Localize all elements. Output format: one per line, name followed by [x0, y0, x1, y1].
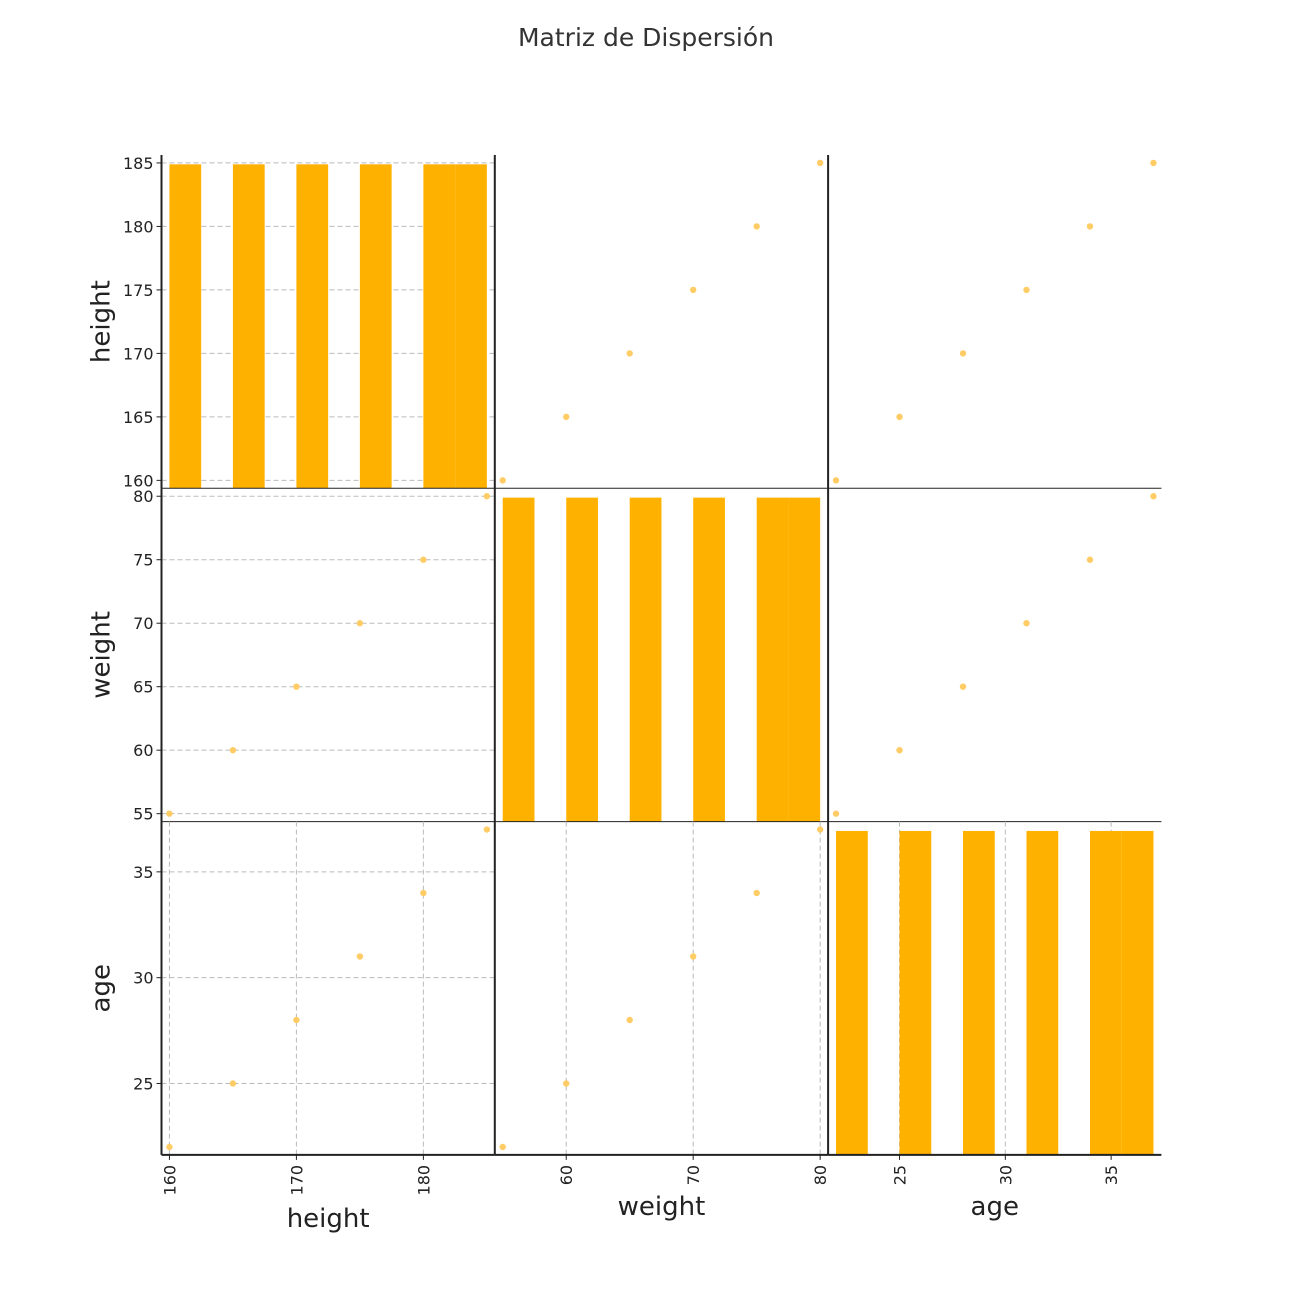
- point-height-vs-weight-1: [563, 413, 570, 421]
- cell-height-vs-weight: [493, 155, 829, 489]
- point-weight-vs-age-0: [832, 810, 840, 817]
- cell-height-vs-height: [160, 155, 495, 489]
- point-height-vs-weight-5: [816, 159, 824, 167]
- y-tick-label-height: 180: [123, 217, 154, 236]
- y-tick-label-height: 160: [123, 471, 154, 490]
- point-height-vs-age-5: [1150, 159, 1157, 167]
- x-tick-label-height: 180: [414, 1165, 433, 1196]
- x-tick-label-age: 30: [996, 1165, 1015, 1185]
- point-age-vs-weight-0: [499, 1143, 506, 1151]
- x-tick-label-height: 160: [160, 1165, 179, 1196]
- x-tick-label-weight: 60: [557, 1165, 576, 1185]
- y-tick-label-age: 25: [133, 1074, 153, 1093]
- hist-bar-weight-9: [788, 497, 821, 822]
- x-tick-label-age: 25: [891, 1165, 910, 1185]
- point-age-vs-height-0: [166, 1143, 173, 1151]
- hist-bar-height-0: [169, 164, 202, 489]
- axes-labels: 160 165 170 175 180 185 height 55 60 65 70 75 80 weig…: [87, 154, 1122, 1234]
- y-tick-label-height: 175: [123, 281, 154, 300]
- point-age-vs-height-4: [420, 889, 427, 897]
- hist-bar-age-9: [1121, 830, 1154, 1155]
- point-weight-vs-age-5: [1150, 493, 1157, 500]
- hist-bar-height-9: [455, 164, 487, 489]
- point-weight-vs-height-0: [166, 810, 173, 817]
- cell-age-vs-weight: [493, 821, 829, 1156]
- y-tick-label-height: 185: [123, 154, 154, 173]
- cell-weight-vs-age: [827, 488, 1162, 823]
- hist-bar-weight-2: [566, 497, 598, 822]
- point-height-vs-weight-0: [499, 477, 506, 484]
- hist-bar-weight-8: [756, 497, 789, 822]
- y-tick-label-weight: 70: [133, 614, 153, 633]
- x-axis-label-age: age: [971, 1192, 1019, 1222]
- point-weight-vs-height-2: [293, 683, 300, 690]
- point-age-vs-height-3: [356, 953, 364, 960]
- hist-bar-age-0: [836, 830, 868, 1155]
- point-height-vs-weight-2: [626, 350, 633, 357]
- chart-title: Matriz de Dispersión: [518, 23, 774, 52]
- point-age-vs-height-5: [483, 826, 491, 833]
- hist-bar-height-6: [359, 164, 392, 489]
- x-axis-label-weight: weight: [618, 1192, 706, 1222]
- hist-bar-weight-6: [693, 497, 725, 822]
- point-weight-vs-age-2: [959, 683, 967, 690]
- hist-bar-age-6: [1026, 830, 1059, 1155]
- point-weight-vs-height-1: [229, 746, 237, 754]
- point-age-vs-height-2: [293, 1016, 300, 1024]
- point-height-vs-weight-3: [689, 286, 697, 294]
- x-tick-label-age: 35: [1102, 1165, 1121, 1185]
- hist-bar-age-8: [1089, 830, 1122, 1155]
- y-tick-label-weight: 60: [133, 741, 153, 760]
- matrix-cells: [160, 155, 1162, 1156]
- y-axis-label-height: height: [87, 280, 117, 363]
- point-weight-vs-height-4: [420, 556, 427, 563]
- y-tick-label-height: 165: [123, 408, 154, 427]
- point-age-vs-weight-5: [816, 826, 824, 833]
- point-height-vs-weight-4: [753, 223, 760, 230]
- hist-bar-height-2: [232, 164, 265, 489]
- x-tick-label-weight: 70: [684, 1165, 703, 1185]
- point-age-vs-height-1: [229, 1080, 237, 1087]
- y-tick-label-age: 30: [133, 969, 153, 988]
- point-weight-vs-age-3: [1023, 620, 1030, 627]
- y-tick-label-weight: 65: [133, 678, 153, 697]
- hist-bar-age-2: [899, 830, 932, 1155]
- hist-bar-weight-4: [629, 497, 662, 822]
- y-tick-label-age: 35: [133, 863, 153, 882]
- y-tick-label-height: 170: [123, 344, 154, 363]
- cell-age-vs-height: [160, 821, 495, 1156]
- hist-bar-age-4: [963, 830, 995, 1155]
- hist-bar-height-4: [296, 164, 329, 489]
- x-tick-label-weight: 80: [811, 1165, 830, 1185]
- cell-weight-vs-height: [160, 488, 495, 823]
- point-weight-vs-age-1: [896, 746, 903, 754]
- point-weight-vs-age-4: [1086, 556, 1094, 563]
- point-weight-vs-height-3: [356, 620, 364, 627]
- hist-bar-weight-0: [502, 497, 535, 822]
- point-age-vs-weight-2: [626, 1016, 633, 1024]
- hist-bar-height-8: [423, 164, 456, 489]
- point-age-vs-weight-3: [689, 953, 697, 960]
- point-height-vs-age-3: [1023, 286, 1030, 294]
- x-tick-label-height: 170: [287, 1165, 306, 1196]
- point-height-vs-age-4: [1086, 223, 1094, 230]
- point-age-vs-weight-4: [753, 889, 760, 897]
- cell-age-vs-age: [827, 821, 1162, 1156]
- y-tick-label-weight: 80: [133, 487, 153, 506]
- point-weight-vs-height-5: [483, 493, 491, 500]
- point-height-vs-age-0: [832, 477, 840, 484]
- cell-weight-vs-weight: [493, 488, 829, 823]
- y-tick-label-weight: 55: [133, 805, 153, 824]
- point-age-vs-weight-1: [563, 1080, 570, 1087]
- y-axis-label-weight: weight: [87, 611, 117, 699]
- point-height-vs-age-1: [896, 413, 903, 421]
- x-axis-label-height: height: [287, 1204, 370, 1234]
- point-height-vs-age-2: [959, 350, 967, 357]
- y-tick-label-weight: 75: [133, 551, 153, 570]
- cell-height-vs-age: [827, 155, 1162, 489]
- y-axis-label-age: age: [87, 964, 117, 1012]
